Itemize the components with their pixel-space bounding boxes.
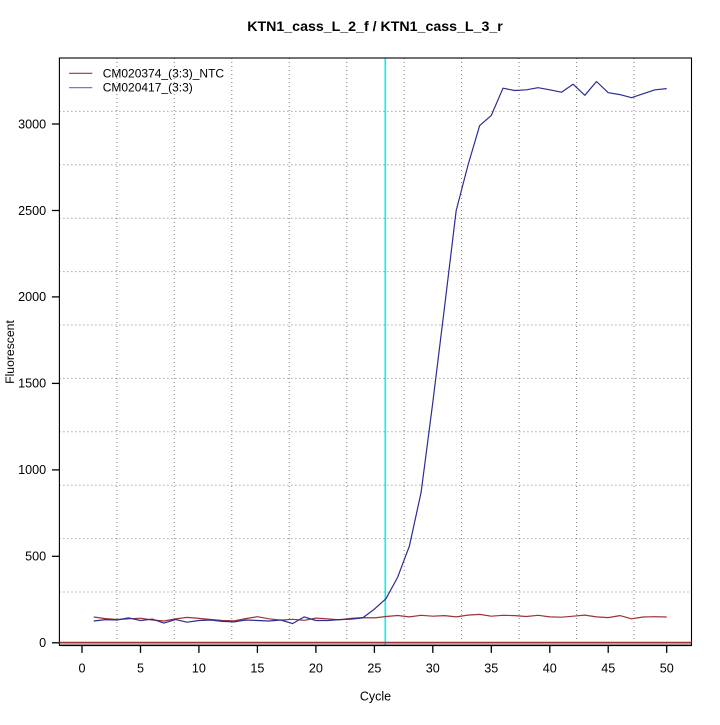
svg-text:2000: 2000 [18, 290, 46, 304]
svg-text:20: 20 [309, 662, 323, 676]
svg-text:0: 0 [78, 662, 85, 676]
svg-text:2500: 2500 [18, 204, 46, 218]
svg-text:3000: 3000 [18, 117, 46, 131]
svg-text:35: 35 [484, 662, 498, 676]
svg-text:KTN1_cass_L_2_f / KTN1_cass_L_: KTN1_cass_L_2_f / KTN1_cass_L_3_r [247, 19, 503, 35]
svg-text:40: 40 [543, 662, 557, 676]
svg-text:10: 10 [192, 662, 206, 676]
svg-text:Cycle: Cycle [360, 690, 391, 704]
svg-text:15: 15 [250, 662, 264, 676]
svg-text:1500: 1500 [18, 377, 46, 391]
svg-text:Fluorescent: Fluorescent [3, 320, 17, 384]
svg-text:0: 0 [39, 636, 46, 650]
svg-text:50: 50 [660, 662, 674, 676]
svg-text:45: 45 [601, 662, 615, 676]
svg-text:CM020374_(3:3)_NTC: CM020374_(3:3)_NTC [103, 66, 225, 80]
svg-text:1000: 1000 [18, 463, 46, 477]
svg-text:500: 500 [25, 550, 46, 564]
svg-text:30: 30 [426, 662, 440, 676]
svg-text:CM020417_(3:3): CM020417_(3:3) [103, 81, 193, 95]
svg-text:25: 25 [367, 662, 381, 676]
svg-text:5: 5 [137, 662, 144, 676]
